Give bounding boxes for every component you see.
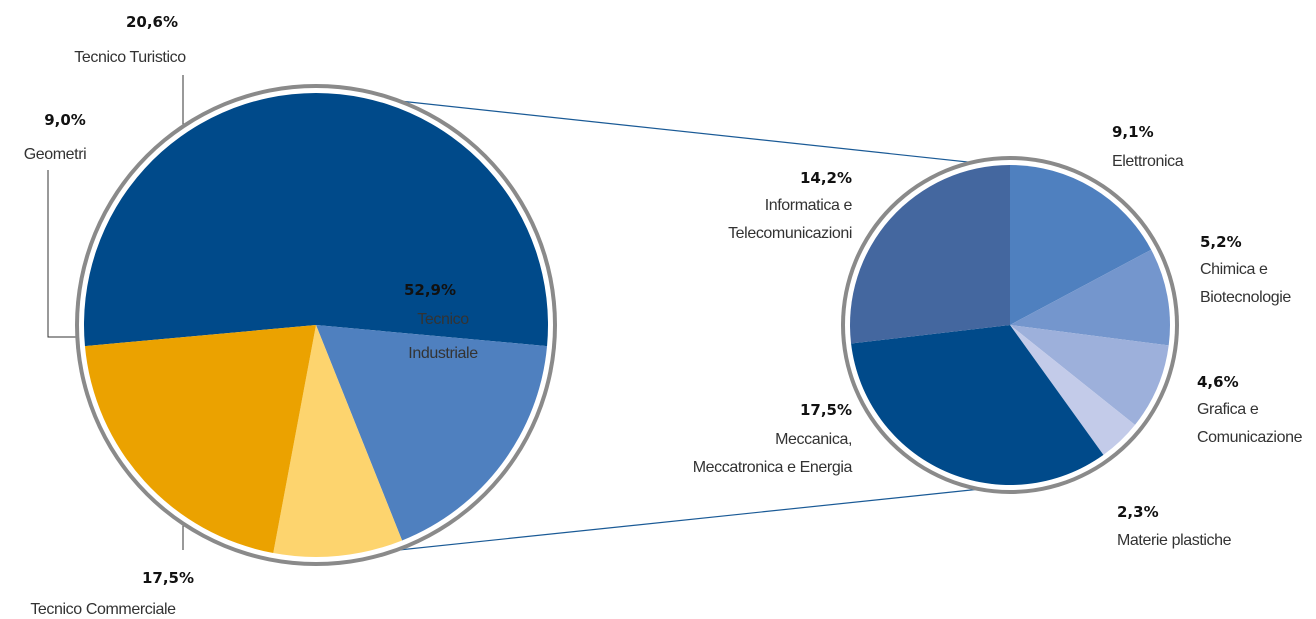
pie-slice (1010, 325, 1169, 425)
category-label: Tecnico Industriale (408, 311, 478, 362)
category-label: Meccanica, Meccatronica e Energia (693, 431, 853, 476)
value-label: 17,5% (800, 401, 852, 419)
category-label: Tecnico Commerciale (30, 601, 176, 618)
category-label: Chimica e Biotecnologie (1200, 261, 1291, 306)
pie-slice (1010, 325, 1136, 455)
category-label: Tecnico Turistico (74, 49, 186, 66)
value-label: 20,6% (126, 13, 178, 31)
value-label: 17,5% (142, 569, 194, 587)
pie-slice (851, 325, 1104, 485)
pie-slice (1010, 249, 1170, 346)
value-label: 4,6% (1197, 373, 1239, 391)
connector-line (369, 487, 991, 554)
value-label: 14,2% (800, 169, 852, 187)
value-label: 9,0% (44, 111, 86, 129)
pie-slice (273, 325, 403, 557)
value-label: 9,1% (1112, 123, 1154, 141)
category-label: Geometri (24, 146, 87, 163)
connector-line (315, 91, 1006, 167)
pie-slice (84, 93, 548, 347)
pie-slice (1010, 165, 1152, 325)
value-label: 52,9% (404, 281, 456, 299)
pie-slice (84, 325, 316, 554)
category-label: Grafica e Comunicazione (1197, 401, 1303, 446)
category-label: Elettronica (1112, 153, 1184, 170)
value-label: 5,2% (1200, 233, 1242, 251)
pie-slice (316, 325, 548, 541)
pie-slice (850, 165, 1010, 344)
category-label: Informatica e Telecomunicazioni (728, 197, 852, 242)
value-label: 2,3% (1117, 503, 1159, 521)
category-label: Materie plastiche (1117, 532, 1232, 549)
